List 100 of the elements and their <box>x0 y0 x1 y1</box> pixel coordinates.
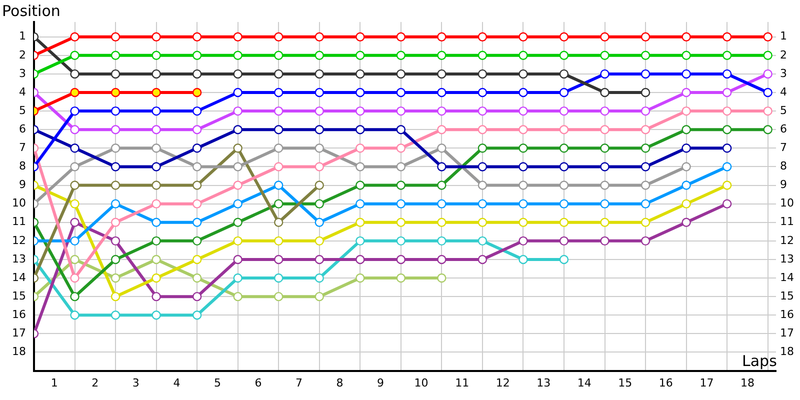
point <box>763 50 772 60</box>
x-tick-label: 11 <box>455 376 470 390</box>
point <box>192 310 202 320</box>
point <box>396 106 406 116</box>
point <box>314 32 324 42</box>
y-tick-label: 3 <box>18 66 26 80</box>
point <box>233 292 242 302</box>
x-tick-label: 17 <box>700 376 714 390</box>
point <box>233 50 242 60</box>
point <box>478 218 488 227</box>
point <box>722 69 732 79</box>
point <box>70 310 80 320</box>
point <box>233 180 242 190</box>
x-tick-label: 8 <box>336 376 344 390</box>
point <box>396 199 406 208</box>
point <box>274 32 284 42</box>
point <box>192 106 202 116</box>
point <box>437 125 446 134</box>
point <box>314 50 324 60</box>
point <box>152 199 161 208</box>
x-tick-label: 2 <box>92 376 99 390</box>
x-tick-label: 9 <box>377 376 384 390</box>
point <box>559 218 569 227</box>
point <box>70 273 80 283</box>
point <box>152 50 161 60</box>
point <box>274 273 284 283</box>
point <box>600 199 610 208</box>
point <box>559 162 569 172</box>
point <box>518 218 528 227</box>
point <box>192 273 202 283</box>
point <box>722 50 732 60</box>
point <box>559 199 569 208</box>
y2-tick-label: 16 <box>780 308 794 321</box>
x-tick-label: 14 <box>577 376 592 390</box>
point <box>722 199 732 208</box>
y2-tick-label: 4 <box>780 85 788 98</box>
point <box>559 106 569 116</box>
point <box>559 32 569 42</box>
point <box>600 125 610 134</box>
point <box>640 180 650 190</box>
point <box>600 88 610 98</box>
point <box>152 69 161 79</box>
point <box>314 218 324 227</box>
point <box>110 273 120 283</box>
point <box>152 236 161 246</box>
point <box>110 162 120 172</box>
point <box>600 180 610 190</box>
point <box>70 50 80 60</box>
point <box>559 50 569 60</box>
point <box>518 236 528 246</box>
point <box>314 69 324 79</box>
point <box>396 125 406 134</box>
point <box>722 88 732 98</box>
point <box>70 32 80 42</box>
x-tick-label: 10 <box>414 376 428 390</box>
y2-tick-label: 13 <box>780 252 794 266</box>
point <box>152 218 161 227</box>
point <box>722 162 732 172</box>
point <box>152 88 161 98</box>
point <box>640 144 650 153</box>
y2-tick-label: 6 <box>780 122 788 136</box>
x-tick-label: 3 <box>132 376 140 390</box>
point <box>437 162 446 172</box>
point <box>356 125 365 134</box>
x-tick-label: 6 <box>254 376 262 390</box>
point <box>233 69 242 79</box>
point <box>682 199 691 208</box>
point <box>722 125 732 134</box>
y-tick-label: 2 <box>18 48 26 62</box>
point <box>314 180 324 190</box>
point <box>314 199 324 208</box>
point <box>640 32 650 42</box>
point <box>152 292 161 302</box>
point <box>192 218 202 227</box>
y-tick-label: 15 <box>12 289 26 302</box>
point <box>559 144 569 153</box>
point <box>682 162 691 172</box>
point <box>110 310 120 320</box>
point <box>600 50 610 60</box>
point <box>600 218 610 227</box>
point <box>682 32 691 42</box>
point <box>437 144 446 153</box>
point <box>274 254 284 264</box>
point <box>110 254 120 264</box>
y2-tick-label: 8 <box>780 160 788 173</box>
point <box>437 236 446 246</box>
point <box>314 162 324 172</box>
point <box>437 273 446 283</box>
point <box>70 292 80 302</box>
point <box>518 144 528 153</box>
point <box>192 50 202 60</box>
point <box>600 236 610 246</box>
point <box>110 125 120 134</box>
point <box>152 106 161 116</box>
point <box>640 69 650 79</box>
point <box>437 50 446 60</box>
y-tick-label: 7 <box>18 141 26 154</box>
y2-tick-label: 17 <box>780 326 794 340</box>
point <box>518 162 528 172</box>
point <box>192 88 202 98</box>
